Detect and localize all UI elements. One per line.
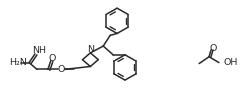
Text: O: O: [48, 54, 56, 63]
Text: OH: OH: [224, 58, 238, 67]
Text: N: N: [87, 45, 94, 54]
Text: O: O: [57, 65, 64, 74]
Text: NH: NH: [32, 46, 46, 55]
Text: H₂N: H₂N: [9, 58, 27, 67]
Text: O: O: [209, 44, 217, 52]
